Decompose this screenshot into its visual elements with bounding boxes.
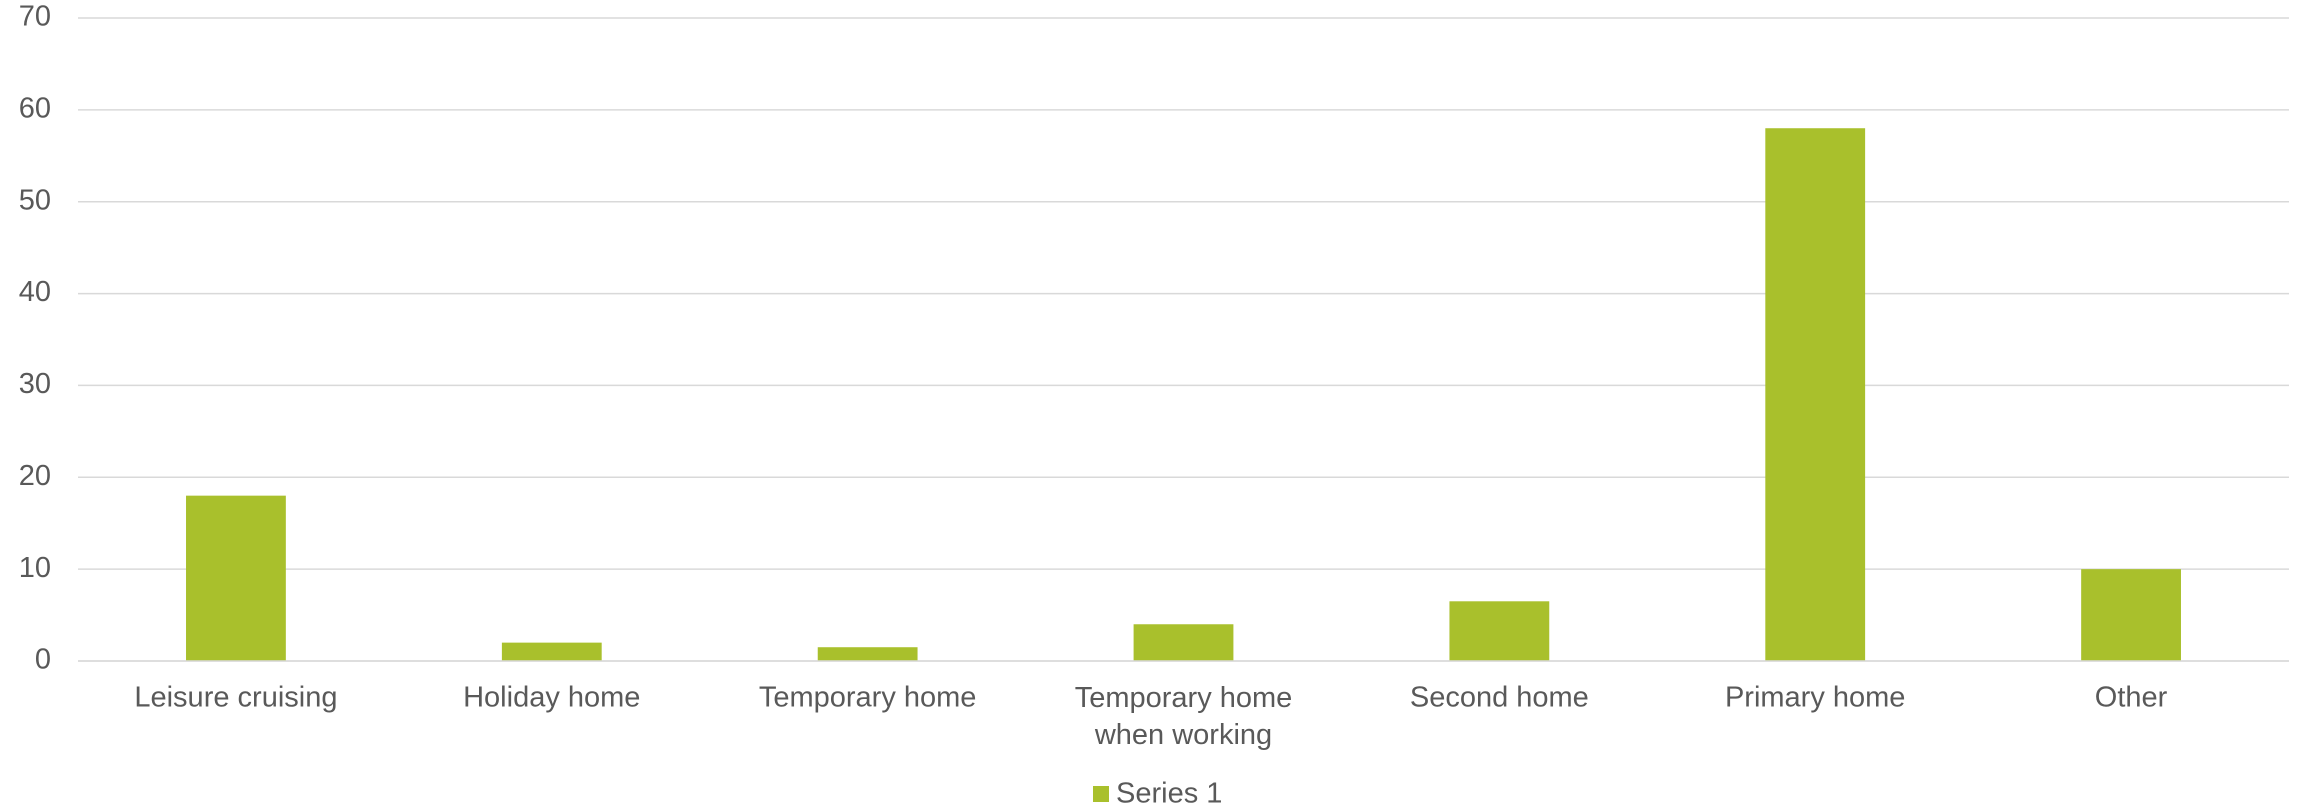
bar [186, 495, 286, 661]
x-tick-label: Other [2095, 682, 2168, 714]
y-tick-label: 60 [19, 93, 51, 125]
bar [817, 647, 918, 661]
bar [2081, 569, 2181, 661]
bar [501, 642, 602, 661]
y-tick-label: 40 [19, 276, 51, 308]
y-tick-label: 20 [19, 460, 51, 492]
x-tick-label: Primary home [1725, 682, 1906, 714]
bar [1133, 624, 1234, 661]
y-tick-label: 10 [19, 552, 51, 584]
y-tick-label: 50 [19, 184, 51, 216]
x-tick-label: Temporary home [759, 682, 977, 714]
x-tick-label: Holiday home [463, 682, 640, 714]
y-tick-label: 0 [35, 644, 51, 676]
y-tick-label: 30 [19, 368, 51, 400]
bar [1449, 601, 1550, 661]
x-tick-label: Second home [1410, 682, 1589, 714]
y-tick-label: 70 [19, 1, 51, 33]
legend-label: Series 1 [1116, 778, 1222, 809]
x-tick-label: Temporary home when working [1075, 682, 1293, 751]
legend-swatch [1093, 786, 1109, 802]
bar [1765, 128, 1866, 661]
x-tick-label: Leisure cruising [134, 682, 337, 714]
